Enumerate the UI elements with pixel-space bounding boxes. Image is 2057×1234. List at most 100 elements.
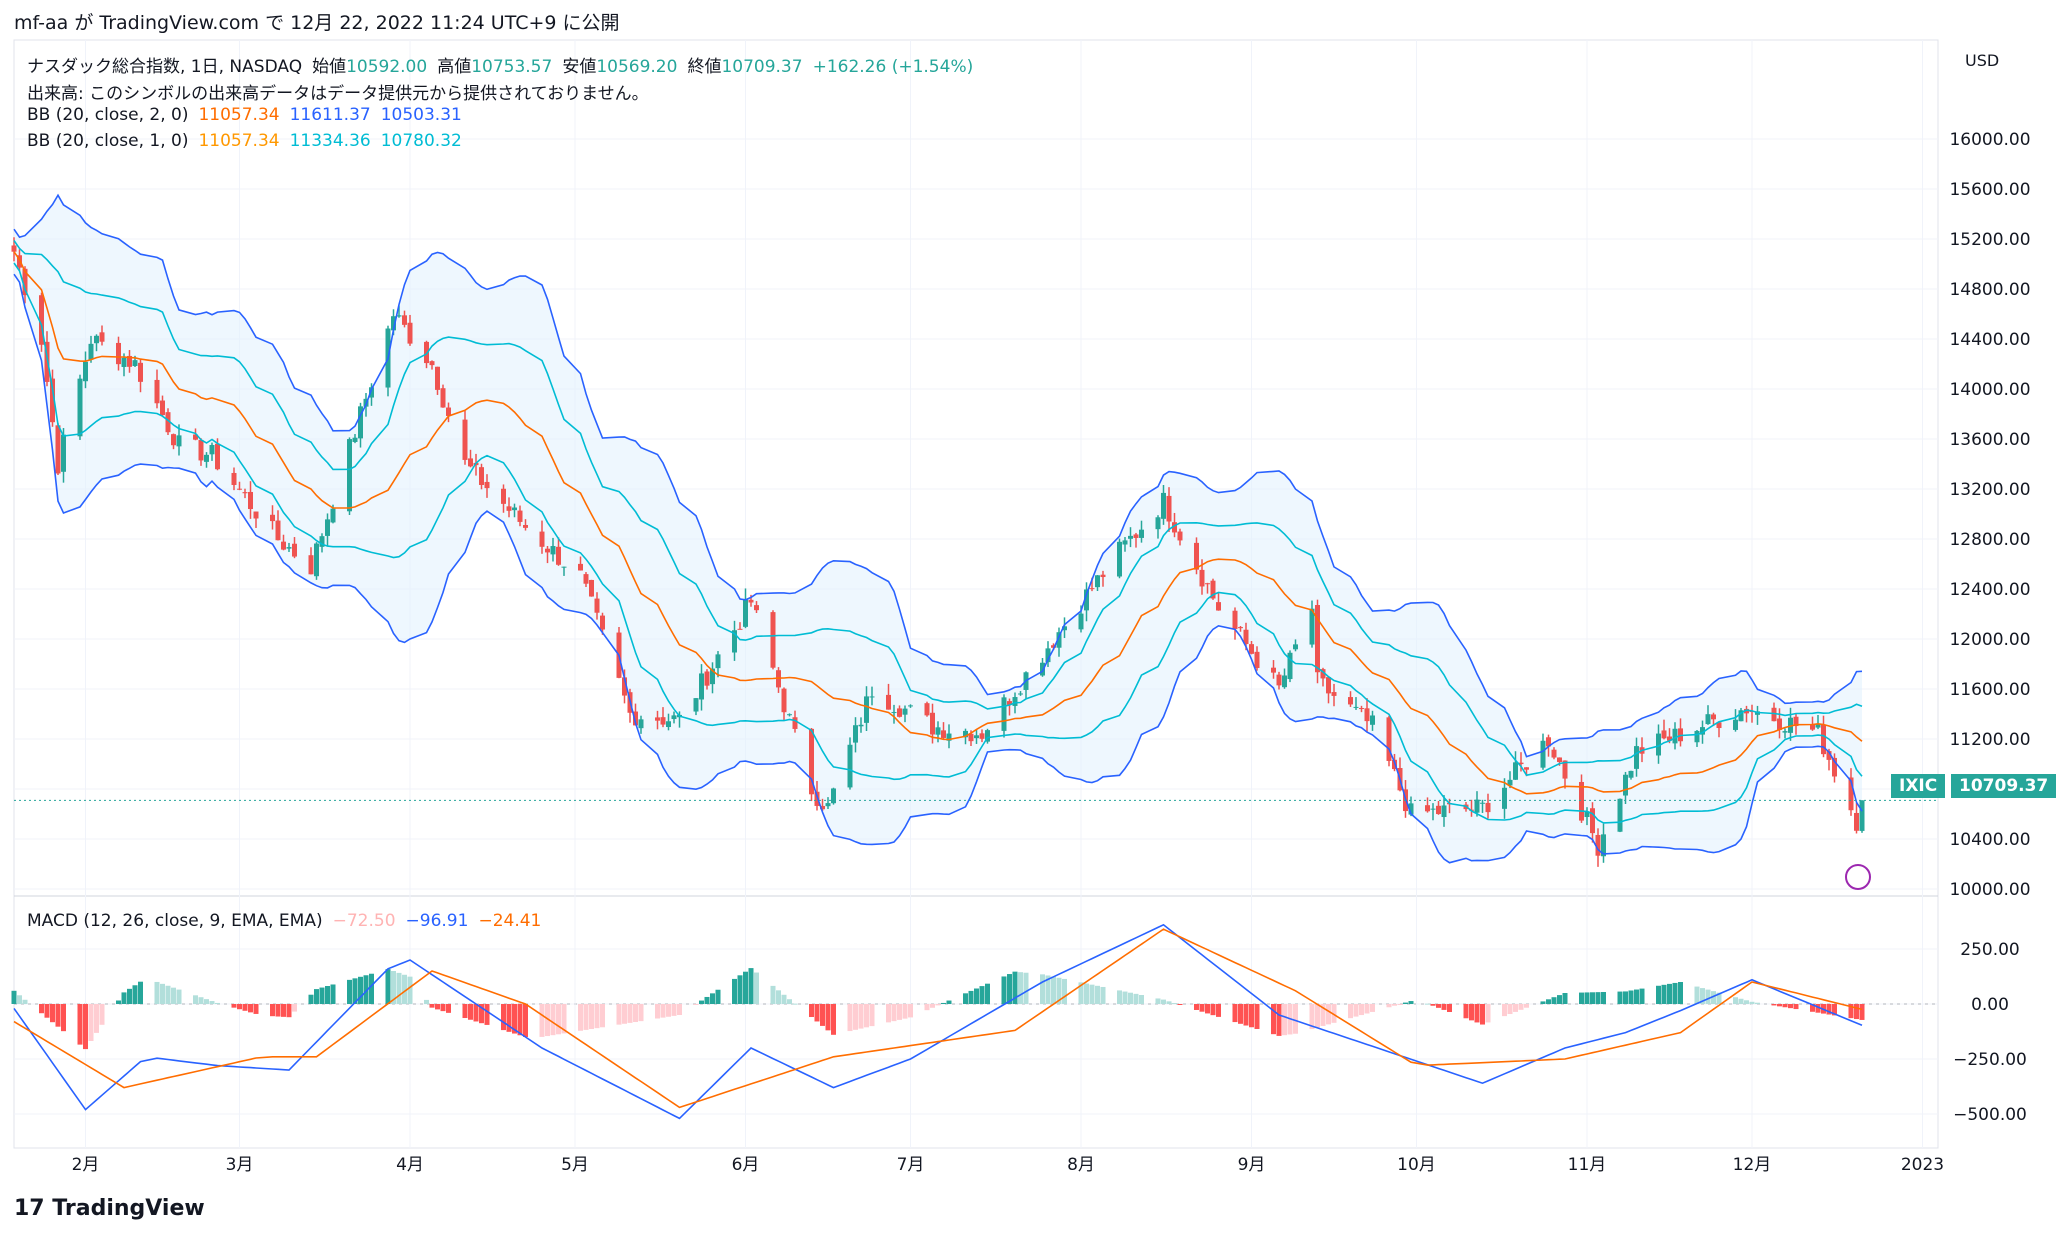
macd-histogram-bar — [1595, 992, 1601, 1004]
candle-body — [209, 444, 215, 455]
bb1-upper: 11334.36 — [289, 131, 371, 151]
macd-histogram-bar — [1848, 1004, 1854, 1019]
candle-body — [468, 458, 473, 467]
macd-histogram-bar — [138, 981, 143, 1004]
bb1-upper-line — [13, 240, 1863, 777]
macd-histogram-bar — [1425, 1003, 1430, 1005]
candle-body — [435, 366, 440, 390]
macd-histogram-bar — [1590, 992, 1595, 1004]
candle-body — [352, 437, 358, 442]
macd-histogram-bar — [121, 992, 127, 1004]
candle-body — [963, 730, 968, 738]
macd-histogram-bar — [671, 1004, 677, 1016]
lightning-icon[interactable] — [1845, 864, 1871, 890]
macd-histogram-bar — [1359, 1004, 1364, 1016]
macd-histogram-bar — [1672, 982, 1678, 1004]
price-tick-label: 14000.00 — [1949, 380, 2030, 400]
candle-body — [825, 803, 831, 807]
price-tick-label: 14800.00 — [1949, 280, 2030, 300]
macd-histogram-bar — [248, 1004, 253, 1013]
macd-histogram-bar — [1238, 1004, 1243, 1024]
candle-body — [935, 727, 941, 735]
macd-histogram-bar — [330, 984, 336, 1004]
macd-histogram-bar — [407, 976, 413, 1004]
candle-body — [1408, 803, 1414, 815]
bb2-lower: 10503.31 — [380, 105, 462, 125]
price-tick-label: 13200.00 — [1949, 480, 2030, 500]
candle-body — [1507, 779, 1513, 786]
candle-body — [974, 735, 979, 739]
candle-body — [1557, 757, 1562, 762]
macd-label: MACD (12, 26, close, 9, EMA, EMA) — [27, 911, 323, 931]
macd-histogram-bar — [127, 988, 132, 1004]
candle-body — [831, 788, 836, 804]
candle-body — [1744, 708, 1749, 714]
macd-histogram-bar — [116, 1000, 121, 1004]
macd-histogram-bar — [1276, 1004, 1282, 1036]
macd-histogram-bar — [352, 978, 358, 1004]
macd-histogram-bar — [627, 1004, 633, 1023]
macd-histogram-bar — [1782, 1004, 1788, 1008]
bb1-basis: 11057.34 — [198, 131, 280, 151]
macd-histogram-bar — [363, 975, 369, 1004]
candle-body — [1546, 737, 1551, 747]
candle-body — [891, 712, 897, 714]
macd-line — [13, 923, 1863, 1120]
macd-histogram-bar — [600, 1004, 605, 1028]
candle-body — [1524, 767, 1529, 770]
macd-histogram-bar — [968, 990, 974, 1004]
macd-histogram-bar — [1232, 1004, 1238, 1023]
macd-histogram-bar — [693, 1004, 699, 1005]
candle-body — [391, 316, 396, 331]
candle-body — [1353, 706, 1359, 708]
macd-histogram-bar — [1084, 983, 1089, 1004]
open-value: 10592.00 — [346, 57, 428, 77]
candle-body — [1293, 644, 1298, 650]
grid — [13, 39, 1939, 1149]
candle-body — [1205, 583, 1210, 585]
candle-body — [869, 696, 875, 698]
bb2-label: BB (20, close, 2, 0) — [27, 105, 189, 125]
time-tick-label: 2月 — [72, 1155, 100, 1175]
macd-histogram-bar — [1326, 1004, 1331, 1025]
macd-histogram-bar — [1507, 1004, 1513, 1015]
macd-histogram-bar — [1117, 990, 1122, 1004]
macd-histogram-bar — [171, 987, 176, 1004]
macd-histogram-bar — [1469, 1004, 1474, 1021]
macd-histogram-bar — [1749, 1001, 1755, 1004]
candle-body — [743, 599, 748, 627]
candle-body — [308, 555, 314, 575]
candle-body — [517, 510, 523, 522]
macd-histogram-bar — [1161, 999, 1166, 1004]
candle-body — [792, 717, 798, 729]
candle-body — [1810, 724, 1815, 730]
candle-body — [1518, 762, 1524, 765]
macd-histogram-bar — [198, 997, 204, 1004]
candle-body — [1166, 495, 1172, 522]
macd-histogram-bar — [1617, 991, 1623, 1004]
macd-histogram-bar — [1370, 1004, 1375, 1012]
macd-histogram-bar — [435, 1004, 440, 1010]
macd-histogram-bar — [1386, 1004, 1392, 1008]
macd-value: −96.91 — [405, 911, 469, 931]
candle-body — [1045, 648, 1051, 663]
macd-histogram-bar — [517, 1004, 523, 1036]
macd-tick-label: 0.00 — [1971, 995, 2009, 1015]
macd-histogram-bar — [787, 999, 792, 1004]
macd-histogram-bar — [1502, 1004, 1507, 1017]
candle-body — [583, 574, 589, 584]
macd-histogram-bar — [1205, 1004, 1210, 1014]
candle-body — [715, 654, 721, 669]
candle-body — [1133, 534, 1139, 538]
candle-body — [556, 546, 561, 565]
candle-body — [1579, 781, 1584, 821]
price-tick-label: 12400.00 — [1949, 580, 2030, 600]
candle-body — [1623, 774, 1628, 796]
macd-histogram-bar — [1194, 1004, 1199, 1010]
candle-body — [1051, 645, 1056, 648]
macd-histogram-bar — [583, 1004, 589, 1030]
candle-body — [1562, 760, 1568, 779]
macd-histogram-bar — [908, 1004, 913, 1018]
candle-body — [440, 388, 446, 408]
